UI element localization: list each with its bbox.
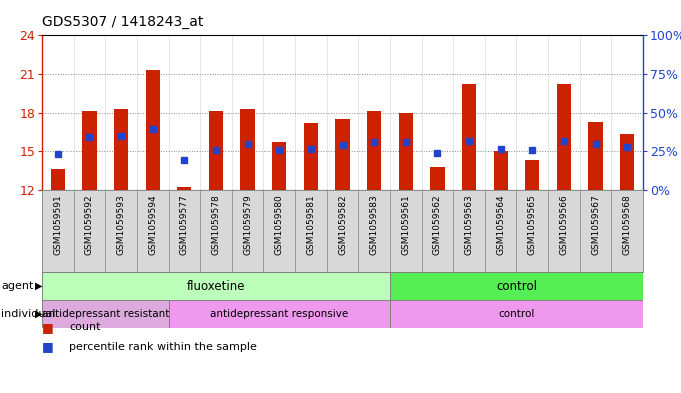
Bar <box>42 300 168 328</box>
Text: GSM1059579: GSM1059579 <box>243 194 252 255</box>
Text: count: count <box>69 322 101 332</box>
Text: GSM1059578: GSM1059578 <box>212 194 221 255</box>
Text: percentile rank within the sample: percentile rank within the sample <box>69 342 257 352</box>
Text: ▶: ▶ <box>35 281 43 291</box>
Text: GSM1059592: GSM1059592 <box>85 194 94 255</box>
Text: GSM1059561: GSM1059561 <box>401 194 410 255</box>
Text: ■: ■ <box>42 340 54 353</box>
Bar <box>462 84 476 190</box>
Text: GSM1059582: GSM1059582 <box>338 194 347 255</box>
Bar <box>367 111 381 190</box>
Bar <box>82 111 97 190</box>
Text: individual: individual <box>1 309 56 319</box>
Text: antidepressant resistant: antidepressant resistant <box>42 309 169 319</box>
Bar <box>50 169 65 190</box>
Bar <box>398 112 413 190</box>
Bar <box>272 142 286 190</box>
Bar <box>304 123 318 190</box>
Bar <box>146 70 160 190</box>
Bar <box>430 167 445 190</box>
Text: GSM1059568: GSM1059568 <box>622 194 632 255</box>
Text: control: control <box>496 279 537 292</box>
Text: GSM1059581: GSM1059581 <box>306 194 315 255</box>
Bar <box>390 300 643 328</box>
Bar <box>390 272 643 300</box>
Bar <box>494 151 508 190</box>
Text: control: control <box>498 309 535 319</box>
Text: GSM1059591: GSM1059591 <box>53 194 63 255</box>
Bar <box>620 134 634 190</box>
Text: agent: agent <box>1 281 34 291</box>
Text: GSM1059564: GSM1059564 <box>496 194 505 255</box>
Bar <box>588 121 603 190</box>
Text: GSM1059563: GSM1059563 <box>464 194 473 255</box>
Text: GDS5307 / 1418243_at: GDS5307 / 1418243_at <box>42 15 204 29</box>
Text: GSM1059562: GSM1059562 <box>433 194 442 255</box>
Text: GSM1059567: GSM1059567 <box>591 194 600 255</box>
Text: GSM1059566: GSM1059566 <box>559 194 569 255</box>
Bar <box>177 187 191 190</box>
Text: fluoxetine: fluoxetine <box>187 279 245 292</box>
Bar <box>114 108 128 190</box>
Bar <box>209 111 223 190</box>
Text: GSM1059580: GSM1059580 <box>274 194 284 255</box>
Bar <box>240 108 255 190</box>
Text: GSM1059565: GSM1059565 <box>528 194 537 255</box>
Bar <box>557 84 571 190</box>
Text: GSM1059577: GSM1059577 <box>180 194 189 255</box>
Text: GSM1059594: GSM1059594 <box>148 194 157 255</box>
Bar <box>335 119 349 190</box>
Text: GSM1059583: GSM1059583 <box>370 194 379 255</box>
Text: GSM1059593: GSM1059593 <box>116 194 125 255</box>
Text: antidepressant responsive: antidepressant responsive <box>210 309 349 319</box>
Bar <box>168 300 390 328</box>
Text: ▶: ▶ <box>35 309 43 319</box>
Bar <box>42 272 390 300</box>
Bar <box>525 160 539 190</box>
Text: ■: ■ <box>42 321 54 334</box>
